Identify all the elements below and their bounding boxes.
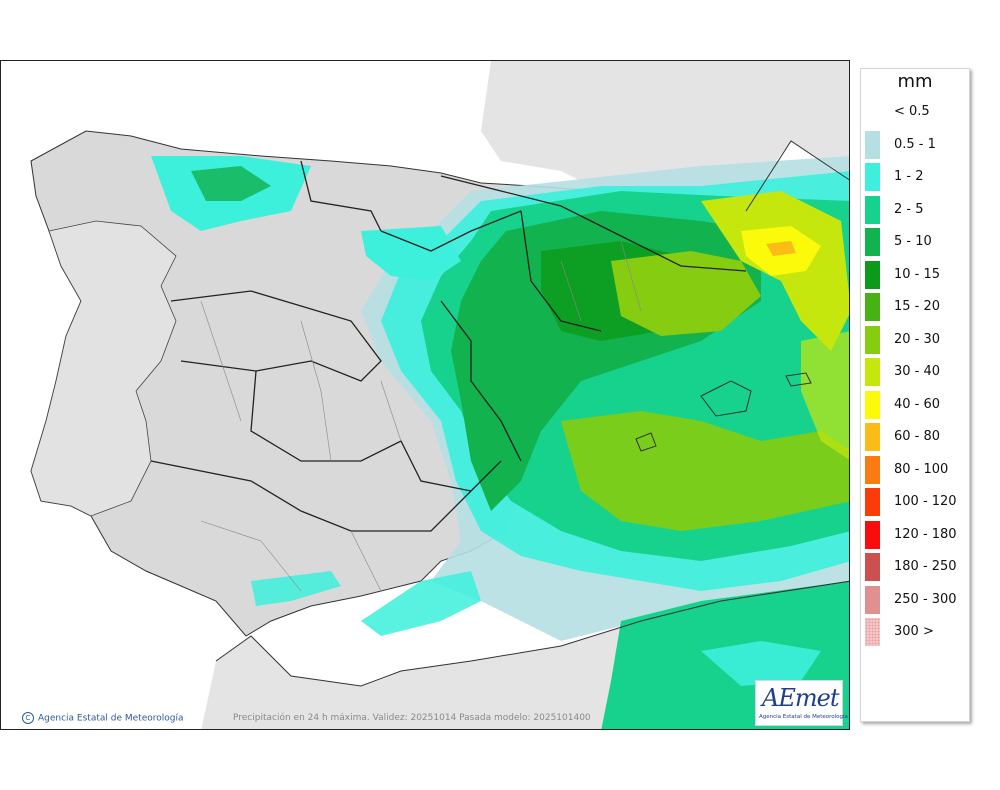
legend-label: 5 - 10 [894,234,932,249]
france-coast [745,140,849,212]
legend-swatch [865,455,880,484]
legend-swatch [865,228,880,256]
legend-label: 120 - 180 [894,526,957,542]
legend-swatch [865,585,880,614]
legend-label: 250 - 300 [894,591,957,607]
pyrenees-border [440,175,747,272]
legend-unit: mm [897,71,933,92]
legend-swatch [865,423,880,451]
legend-item: 180 - 250 [865,552,965,582]
legend-label: 40 - 60 [894,396,941,412]
legend-item: 15 - 20 [865,292,965,322]
legend-item: 300 > [865,617,965,647]
legend-label: 80 - 100 [894,461,949,477]
copyright-icon: C [22,712,34,724]
legend-item: 120 - 180 [865,520,965,550]
legend-swatch [865,293,880,321]
legend-label: 15 - 20 [894,299,941,314]
legend-label: 20 - 30 [894,331,941,347]
aemet-logo: AEmet Agencia Estatal de Meteorología [755,680,848,726]
legend-item: 40 - 60 [865,390,965,420]
legend-item: 30 - 40 [865,357,965,387]
legend-label: 1 - 2 [894,169,924,184]
legend-label: 180 - 250 [894,559,957,574]
legend-swatch [865,130,880,159]
legend-label: 300 > [894,624,934,639]
legend-item: < 0.5 [865,97,965,127]
legend-label: 30 - 40 [894,364,941,379]
africa-coast [215,580,849,687]
legend-item: 5 - 10 [865,227,965,257]
legend-label: 2 - 5 [894,201,924,217]
legend-label: 60 - 80 [894,429,941,444]
legend-item: 100 - 120 [865,487,965,517]
agency-credit: C Agencia Estatal de Meteorología [22,712,184,724]
legend-swatch [865,358,880,386]
legend-item: 80 - 100 [865,455,965,485]
legend-item: 1 - 2 [865,162,965,192]
legend-swatch [865,163,880,191]
portugal [30,220,177,517]
legend: mm < 0.5 0.5 - 1 1 - 2 2 - 5 5 - 10 10 - 15 15… [860,68,970,722]
legend-swatch [865,618,880,646]
precipitation-map [0,60,850,730]
legend-swatch [865,195,880,224]
legend-swatch [865,553,880,581]
legend-label: 100 - 120 [894,494,957,509]
legend-swatch [865,98,880,126]
legend-swatch [865,390,880,419]
legend-item: 60 - 80 [865,422,965,452]
legend-item: 10 - 15 [865,260,965,290]
aemet-logo-text: AEmet [762,684,839,712]
legend-item: 0.5 - 1 [865,130,965,160]
map-caption: Precipitación en 24 h máxima. Validez: 2… [233,713,591,723]
legend-item: 250 - 300 [865,585,965,615]
precipitation-field [151,156,849,729]
legend-label: 10 - 15 [894,266,941,282]
legend-label: 0.5 - 1 [894,136,936,152]
region-boundaries [150,160,602,532]
province-boundaries [200,240,642,592]
agency-credit-text: Agencia Estatal de Meteorología [38,713,184,724]
legend-swatch [865,520,880,549]
aemet-logo-subtitle: Agencia Estatal de Meteorología [759,714,848,720]
legend-item: 20 - 30 [865,325,965,355]
mallorca [700,380,752,417]
map-canvas [1,61,849,729]
legend-item: 2 - 5 [865,195,965,225]
menorca [785,372,812,387]
legend-swatch [865,488,880,516]
legend-swatch [865,325,880,354]
legend-label: < 0.5 [894,104,930,119]
legend-swatch [865,260,880,289]
ibiza [635,432,657,452]
